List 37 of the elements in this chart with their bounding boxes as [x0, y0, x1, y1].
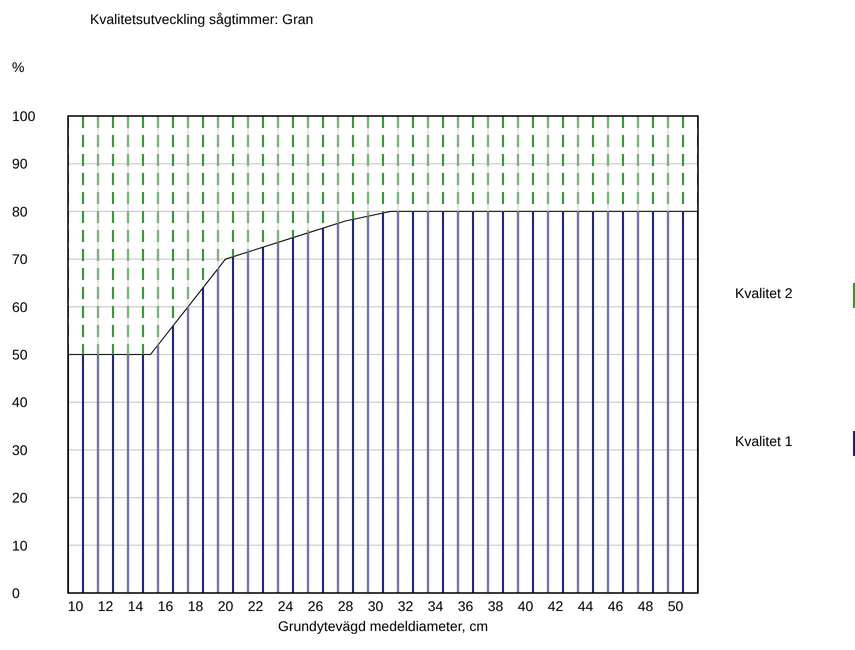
x-tick-label: 18: [188, 598, 204, 614]
y-tick-label: 100: [12, 108, 36, 124]
x-tick-label: 42: [548, 598, 564, 614]
x-axis-title: Grundytevägd medeldiameter, cm: [278, 618, 488, 634]
x-tick-label: 34: [428, 598, 444, 614]
x-tick-label: 16: [158, 598, 174, 614]
y-tick-label: 10: [12, 537, 28, 554]
y-tick-label: 80: [12, 203, 28, 220]
x-tick-label: 38: [488, 598, 504, 614]
chart-title: Kvalitetsutveckling sågtimmer: Gran: [90, 11, 314, 27]
x-tick-label: 44: [578, 598, 594, 614]
x-tick-label: 46: [608, 598, 624, 614]
y-tick-label: 20: [12, 490, 28, 506]
y-tick-label: 0: [12, 585, 20, 601]
y-tick-label: 40: [12, 394, 28, 410]
x-tick-label: 28: [338, 598, 354, 614]
x-tick-label: 40: [518, 598, 534, 614]
x-tick-label: 10: [68, 598, 84, 614]
y-axis-title: %: [12, 59, 24, 75]
x-tick-label: 12: [98, 598, 114, 614]
x-tick-label: 22: [248, 598, 264, 614]
x-tick-label: 26: [308, 598, 324, 614]
x-tick-label: 24: [278, 598, 294, 614]
y-tick-label: 70: [12, 251, 28, 268]
text: Kvalitet 1: [735, 433, 793, 449]
y-tick-label: 60: [12, 298, 28, 315]
x-tick-label: 30: [368, 598, 384, 614]
x-tick-label: 20: [218, 598, 234, 614]
y-tick-label: 90: [12, 156, 28, 172]
x-tick-label: 14: [128, 598, 144, 614]
y-tick-label: 50: [12, 346, 28, 362]
y-tick-label: 30: [12, 442, 28, 458]
x-tick-label: 48: [638, 598, 654, 614]
text: Kvalitet 2: [735, 285, 793, 301]
x-tick-label: 36: [458, 598, 474, 614]
x-tick-label: 50: [668, 598, 684, 614]
x-tick-label: 32: [398, 598, 414, 614]
